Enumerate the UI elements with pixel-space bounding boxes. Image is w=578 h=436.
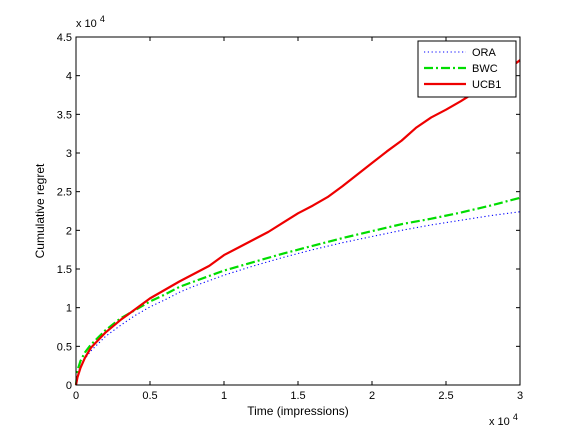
y-tick-label: 1.5 — [57, 264, 72, 276]
x-multiplier-base: x 10 — [489, 416, 510, 428]
y-multiplier-base: x 10 — [76, 18, 97, 30]
x-tick-label: 1 — [221, 390, 227, 402]
x-tick-label: 2.5 — [438, 390, 453, 402]
y-tick-label: 1 — [66, 303, 72, 315]
x-multiplier-exponent: 4 — [513, 412, 518, 422]
legend-label-ucb1: UCB1 — [472, 79, 501, 91]
y-tick-label: 0 — [66, 380, 72, 392]
x-tick-label: 3 — [517, 390, 523, 402]
y-tick-label: 3 — [66, 148, 72, 160]
y-axis-label: Cumulative regret — [33, 163, 47, 258]
y-tick-label: 4 — [66, 71, 72, 83]
x-multiplier: x 10 4 — [489, 412, 518, 428]
y-tick-label: 2.5 — [57, 187, 72, 199]
series-line-ucb1 — [74, 59, 521, 386]
x-tick-label: 2 — [369, 390, 375, 402]
legend-label-bwc: BWC — [472, 63, 498, 75]
series-line-ora — [75, 211, 521, 386]
series-line-bwc — [74, 196, 521, 386]
y-tick-label: 2 — [66, 225, 72, 237]
x-tick-label: 1.5 — [290, 390, 305, 402]
x-axis-ticks: 0 0.5 1 1.5 2 2.5 3 — [73, 37, 523, 402]
x-axis-label: Time (impressions) — [247, 404, 349, 418]
x-tick-label: 0.5 — [142, 390, 157, 402]
y-axis-ticks: 0 0.5 1 1.5 2 2.5 3 3.5 4 4.5 — [57, 32, 520, 392]
y-tick-label: 3.5 — [57, 109, 72, 121]
legend-box — [417, 40, 517, 98]
y-tick-label: 4.5 — [57, 32, 72, 44]
legend-label-ora: ORA — [472, 47, 497, 59]
legend: ORA BWC UCB1 — [417, 40, 517, 98]
y-multiplier-exponent: 4 — [100, 14, 105, 24]
x-tick-label: 0 — [73, 390, 79, 402]
y-multiplier: x 10 4 — [76, 14, 105, 30]
y-tick-label: 0.5 — [57, 341, 72, 353]
series-layer — [74, 59, 521, 386]
